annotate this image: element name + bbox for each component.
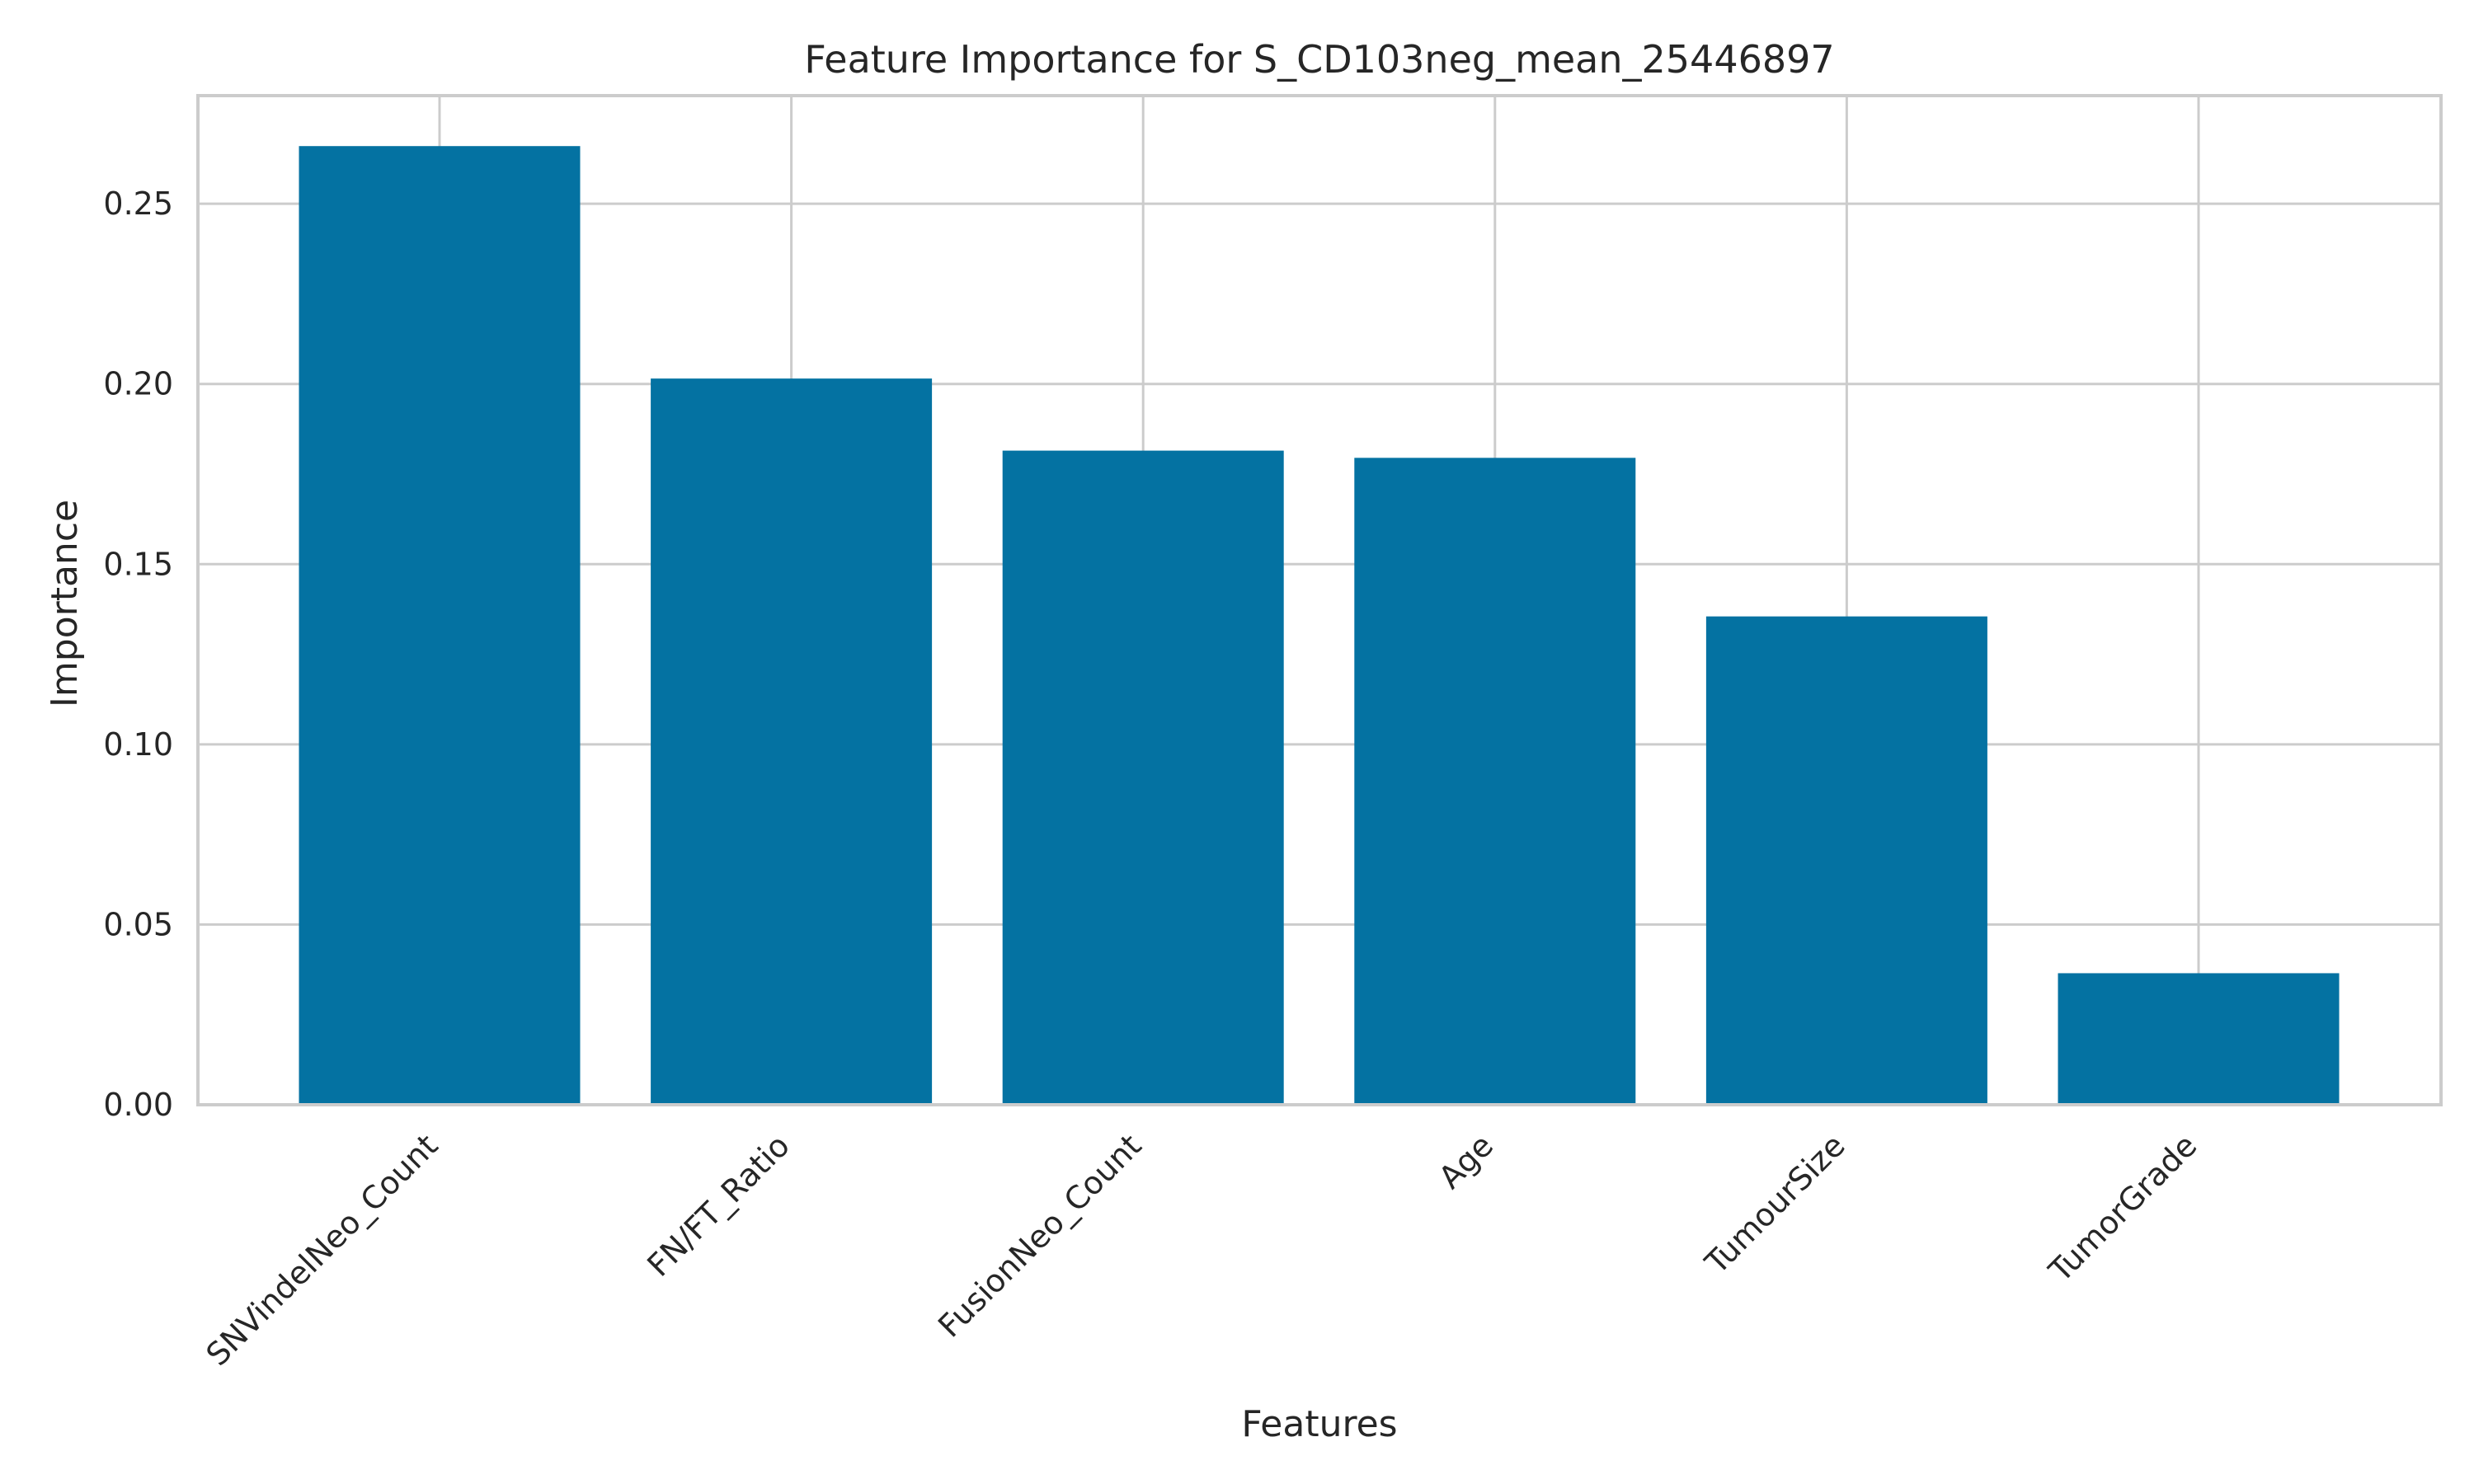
bar-fn-ft-ratio bbox=[651, 378, 933, 1106]
x-tick-labels: SNVindelNeo_Count FN/FT_Ratio FusionNeo_Co… bbox=[199, 1127, 2204, 1373]
x-tick-label: TumourSize bbox=[1698, 1127, 1852, 1281]
bars bbox=[299, 146, 2340, 1106]
plot-frame bbox=[196, 94, 2443, 1106]
x-tick-label: FN/FT_Ratio bbox=[640, 1127, 797, 1284]
y-tick-label: 0.15 bbox=[103, 546, 173, 582]
x-tick-label: SNVindelNeo_Count bbox=[199, 1127, 444, 1373]
x-tick-label: TumorGrade bbox=[2042, 1127, 2204, 1289]
bar-age bbox=[1354, 458, 1636, 1105]
x-axis-label: Features bbox=[1241, 1403, 1397, 1445]
y-tick-label: 0.20 bbox=[103, 366, 173, 402]
y-axis-label: Importance bbox=[44, 500, 86, 707]
chart-title: Feature Importance for S_CD103neg_mean_2… bbox=[804, 37, 1834, 82]
bar-fusionneo-count bbox=[1002, 450, 1284, 1105]
y-tick-labels: 0.00 0.05 0.10 0.15 0.20 0.25 bbox=[103, 186, 173, 1123]
bar-tumoursize bbox=[1705, 616, 1987, 1105]
y-tick-label: 0.00 bbox=[103, 1087, 173, 1123]
bar-tumorgrade bbox=[2058, 973, 2340, 1105]
y-tick-label: 0.05 bbox=[103, 906, 173, 942]
y-tick-label: 0.10 bbox=[103, 726, 173, 763]
x-tick-label: Age bbox=[1432, 1127, 1500, 1195]
bar-snvindelneo-count bbox=[299, 146, 581, 1106]
y-tick-label: 0.25 bbox=[103, 186, 173, 222]
x-tick-label: FusionNeo_Count bbox=[931, 1127, 1148, 1344]
